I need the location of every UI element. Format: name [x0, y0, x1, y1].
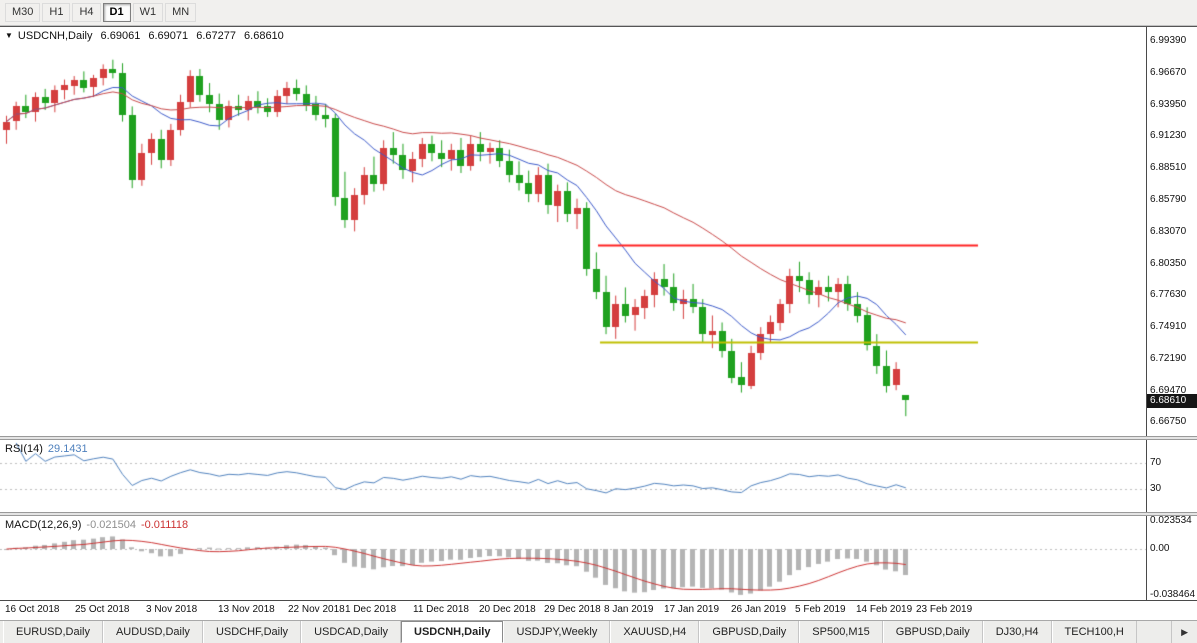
date-label: 25 Oct 2018 — [75, 604, 130, 615]
timeframe-button-group: M30 H1 H4 D1 W1 MN — [5, 3, 197, 22]
price-chart-pane: ▼ USDCNH,Daily 6.69061 6.69071 6.67277 6.… — [0, 26, 1197, 436]
timeframe-toolbar: M30 H1 H4 D1 W1 MN — [0, 0, 1197, 26]
macd-indicator-pane: MACD(12,26,9) -0.021504 -0.011118 0.023534… — [0, 514, 1197, 601]
macd-signal-value: -0.011118 — [140, 519, 189, 531]
date-label: 11 Dec 2018 — [413, 604, 469, 615]
timeframe-button-w1[interactable]: W1 — [132, 3, 164, 22]
chart-tab-sp500-m15[interactable]: SP500,M15 — [799, 621, 883, 643]
chart-tab-eurusd-daily[interactable]: EURUSD,Daily — [3, 621, 103, 643]
macd-axis-label: -0.038464 — [1150, 589, 1196, 601]
timeframe-button-mn[interactable]: MN — [165, 3, 197, 22]
rsi-label: RSI(14) 29.1431 — [5, 443, 93, 455]
ohlc-open: 6.69061 — [100, 30, 141, 42]
macd-axis: 0.023534 0.00 -0.038464 — [1146, 514, 1197, 601]
price-axis-label: 6.80350 — [1150, 257, 1187, 269]
chart-tab-usdcnh-daily[interactable]: USDCNH,Daily — [401, 621, 504, 643]
macd-axis-label: 0.00 — [1150, 543, 1170, 555]
tabs-scroll-right-button[interactable]: ▶ — [1171, 621, 1197, 643]
time-axis: 16 Oct 2018 25 Oct 2018 3 Nov 2018 13 Nov 2… — [0, 600, 1197, 620]
rsi-level-label: 70 — [1150, 456, 1162, 468]
chart-tab-gbpusd-daily[interactable]: GBPUSD,Daily — [699, 621, 800, 643]
chart-tab-usdchf-daily[interactable]: USDCHF,Daily — [202, 621, 302, 643]
ohlc-high: 6.69071 — [148, 30, 189, 42]
chart-tab-tech100-h[interactable]: TECH100,H — [1051, 621, 1137, 643]
date-label: 8 Jan 2019 — [604, 604, 654, 615]
chart-tab-gbpusd-daily[interactable]: GBPUSD,Daily — [882, 621, 983, 643]
rsi-axis: 70 30 — [1146, 440, 1197, 512]
date-label: 23 Feb 2019 — [916, 604, 973, 615]
timeframe-button-m30[interactable]: M30 — [5, 3, 41, 22]
macd-canvas[interactable] — [0, 516, 1147, 600]
macd-axis-label: 0.023534 — [1150, 514, 1192, 526]
rsi-level-label: 30 — [1150, 483, 1162, 495]
chart-tab-audusd-daily[interactable]: AUDUSD,Daily — [102, 621, 203, 643]
chart-window: ▼ USDCNH,Daily 6.69061 6.69071 6.67277 6.… — [0, 26, 1197, 620]
rsi-name: RSI(14) — [5, 443, 43, 455]
chart-tabs-bar: EURUSD,Daily AUDUSD,Daily USDCHF,Daily USDC… — [0, 620, 1197, 643]
chart-tab-usdjpy-weekly[interactable]: USDJPY,Weekly — [503, 621, 611, 643]
price-axis-label: 6.69470 — [1150, 384, 1187, 396]
price-axis-label: 6.66750 — [1150, 416, 1187, 428]
chart-symbol-period: USDCNH,Daily — [17, 30, 93, 42]
ohlc-low: 6.67277 — [196, 30, 236, 42]
price-axis-label: 6.99390 — [1150, 35, 1187, 47]
rsi-value: 29.1431 — [47, 443, 88, 455]
price-axis-label: 6.72190 — [1150, 352, 1187, 364]
ohlc-close: 6.68610 — [244, 30, 284, 42]
date-label: 26 Jan 2019 — [731, 604, 787, 615]
macd-name: MACD(12,26,9) — [5, 519, 82, 531]
price-axis-label: 6.85790 — [1150, 193, 1187, 205]
timeframe-button-h1[interactable]: H1 — [42, 3, 71, 22]
date-label: 3 Nov 2018 — [146, 604, 198, 615]
macd-main-value: -0.021504 — [86, 519, 136, 531]
price-chart-canvas[interactable] — [0, 27, 1147, 436]
price-axis-label: 6.93950 — [1150, 98, 1187, 110]
chart-tab-dj30-h4[interactable]: DJ30,H4 — [982, 621, 1052, 643]
price-axis-label: 6.91230 — [1150, 130, 1187, 142]
macd-label: MACD(12,26,9) -0.021504 -0.011118 — [5, 519, 193, 531]
price-axis-label: 6.88510 — [1150, 162, 1187, 174]
date-label: 29 Dec 2018 — [544, 604, 601, 615]
chart-title: ▼ USDCNH,Daily 6.69061 6.69071 6.67277 6.… — [5, 30, 289, 42]
price-axis-label: 6.74910 — [1150, 321, 1187, 333]
chart-dropdown-icon: ▼ — [5, 31, 13, 40]
price-axis: 6.68610 6.99390 6.96670 6.93950 6.91230 6.88… — [1146, 27, 1197, 436]
timeframe-button-h4[interactable]: H4 — [72, 3, 101, 22]
current-price-badge: 6.68610 — [1147, 393, 1197, 408]
date-label: 14 Feb 2019 — [856, 604, 913, 615]
date-label: 22 Nov 2018 — [288, 604, 345, 615]
pane-splitter[interactable] — [0, 512, 1197, 516]
chart-tab-xauusd-h4[interactable]: XAUUSD,H4 — [610, 621, 700, 643]
date-label: 16 Oct 2018 — [5, 604, 60, 615]
date-label: 5 Feb 2019 — [795, 604, 846, 615]
date-label: 17 Jan 2019 — [664, 604, 720, 615]
date-label: 1 Dec 2018 — [345, 604, 397, 615]
timeframe-button-d1[interactable]: D1 — [102, 3, 131, 22]
date-label: 20 Dec 2018 — [479, 604, 536, 615]
pane-splitter[interactable] — [0, 436, 1197, 440]
price-axis-label: 6.83070 — [1150, 225, 1187, 237]
rsi-canvas[interactable] — [0, 440, 1147, 512]
date-label: 13 Nov 2018 — [218, 604, 275, 615]
chart-tab-list: EURUSD,Daily AUDUSD,Daily USDCHF,Daily USDC… — [3, 621, 1171, 643]
price-axis-label: 6.77630 — [1150, 289, 1187, 301]
chart-tab-usdcad-daily[interactable]: USDCAD,Daily — [301, 621, 402, 643]
price-axis-label: 6.96670 — [1150, 66, 1187, 78]
rsi-indicator-pane: RSI(14) 29.1431 70 30 — [0, 440, 1197, 512]
